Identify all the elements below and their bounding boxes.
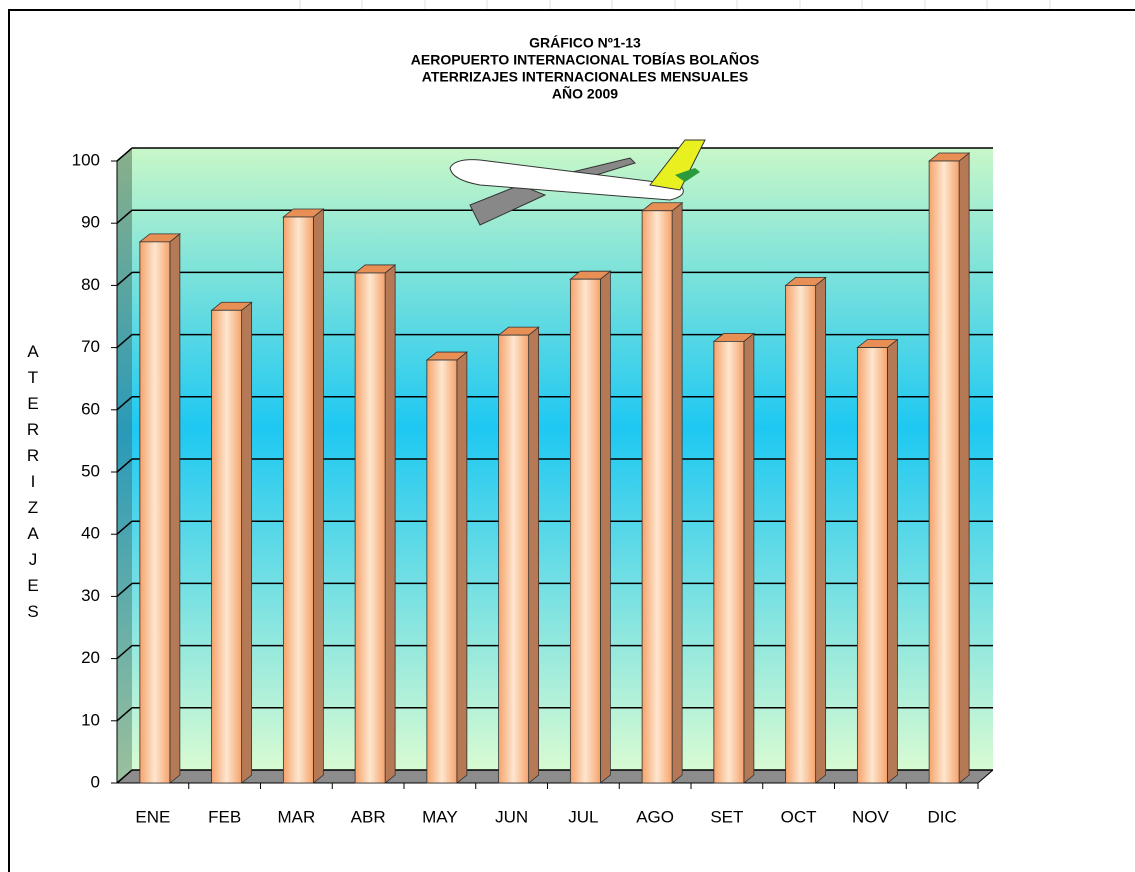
bar xyxy=(857,348,887,783)
bar xyxy=(642,211,672,783)
bar xyxy=(786,285,816,783)
x-tick-label: AGO xyxy=(636,807,674,826)
bar-side xyxy=(529,327,539,783)
x-tick-label: JUL xyxy=(568,807,598,826)
x-tick-label: MAR xyxy=(277,807,315,826)
bar-side xyxy=(457,352,467,783)
bar-side xyxy=(242,302,252,783)
bar-side xyxy=(385,265,395,783)
bar-side xyxy=(816,277,826,783)
x-tick-label: ENE xyxy=(135,807,170,826)
bar xyxy=(714,341,744,783)
bar-side xyxy=(744,333,754,783)
x-tick-label: NOV xyxy=(852,807,890,826)
y-tick-label: 100 xyxy=(72,150,100,169)
bar-side xyxy=(887,340,897,783)
y-axis-label: ATERRIZAJES xyxy=(24,342,43,628)
bar xyxy=(499,335,529,783)
bar-side xyxy=(600,271,610,783)
bar xyxy=(570,279,600,783)
page: GRÁFICO Nº1-13 AEROPUERTO INTERNACIONAL … xyxy=(0,0,1135,872)
chart: GRÁFICO Nº1-13 AEROPUERTO INTERNACIONAL … xyxy=(0,0,1135,872)
chart-title: ATERRIZAJES INTERNACIONALES MENSUALES xyxy=(422,69,748,85)
x-tick-label: FEB xyxy=(208,807,241,826)
y-tick-label: 10 xyxy=(81,710,100,729)
bar-side xyxy=(170,234,180,783)
bar xyxy=(427,360,457,783)
bar xyxy=(283,217,313,783)
y-tick-label: 40 xyxy=(81,524,100,543)
chart-title: AÑO 2009 xyxy=(552,85,618,102)
x-tick-label: DIC xyxy=(927,807,956,826)
chart-title: GRÁFICO Nº1-13 xyxy=(529,35,641,51)
bar xyxy=(140,242,170,783)
y-tick-label: 20 xyxy=(81,648,100,667)
y-tick-label: 80 xyxy=(81,275,100,294)
x-tick-label: JUN xyxy=(495,807,528,826)
bar xyxy=(929,161,959,783)
bar xyxy=(355,273,385,783)
x-tick-label: OCT xyxy=(781,807,817,826)
y-tick-label: 60 xyxy=(81,399,100,418)
x-tick-label: MAY xyxy=(422,807,458,826)
y-tick-label: 90 xyxy=(81,213,100,232)
sheet-grid xyxy=(300,0,1050,10)
bar-side xyxy=(313,209,323,783)
y-tick-label: 50 xyxy=(81,461,100,480)
y-tick-label: 30 xyxy=(81,586,100,605)
x-tick-label: ABR xyxy=(351,807,386,826)
bar xyxy=(212,310,242,783)
x-tick-label: SET xyxy=(710,807,743,826)
chart-title: AEROPUERTO INTERNACIONAL TOBÍAS BOLAÑOS xyxy=(411,51,759,68)
bar-side xyxy=(959,153,969,783)
y-tick-label: 70 xyxy=(81,337,100,356)
y-tick-label: 0 xyxy=(91,772,100,791)
bar-side xyxy=(672,203,682,783)
